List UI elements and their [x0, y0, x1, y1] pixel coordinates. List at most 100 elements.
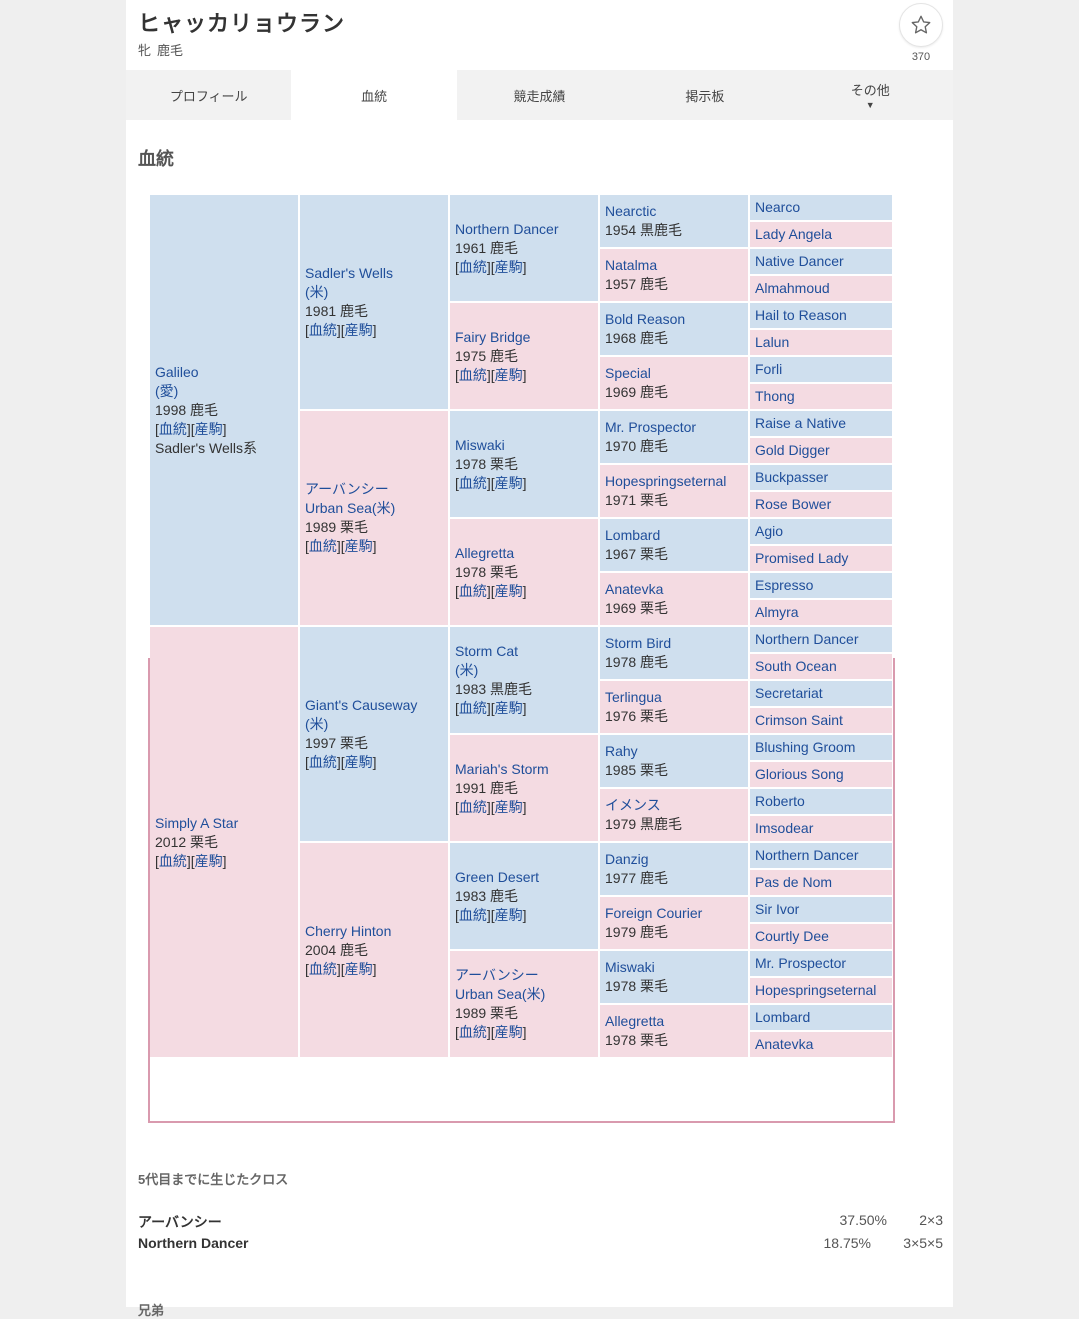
horse-name-link[interactable]: Anatevka — [605, 581, 664, 597]
horse-name-link[interactable]: Hail to Reason — [755, 307, 847, 323]
horse-name-link[interactable]: Northern Dancer — [455, 220, 559, 237]
offspring-link[interactable]: 産駒 — [344, 538, 373, 554]
horse-name-link[interactable]: Anatevka — [755, 1036, 814, 1052]
pedigree-link[interactable]: 血統 — [458, 798, 487, 815]
pedigree-link[interactable]: 血統 — [458, 1024, 487, 1040]
horse-name-link[interactable]: Almahmoud — [755, 280, 830, 296]
horse-name-link[interactable]: Promised Lady — [755, 550, 849, 566]
horse-name-link[interactable]: Giant's Causeway — [305, 697, 418, 713]
horse-name-link[interactable]: Crimson Saint — [755, 712, 843, 728]
horse-name-link[interactable]: Galileo — [155, 363, 199, 380]
horse-name-link[interactable]: Buckpasser — [755, 469, 829, 485]
offspring-link[interactable]: 産駒 — [494, 700, 523, 716]
horse-name-link[interactable]: Rahy — [605, 743, 638, 759]
horse-name-link[interactable]: South Ocean — [755, 658, 837, 674]
horse-name-link[interactable]: Hopespringseternal — [755, 982, 877, 998]
horse-name-link[interactable]: Simply A Star — [155, 814, 239, 831]
horse-name-link[interactable]: Lalun — [755, 334, 790, 350]
horse-name-link[interactable]: Mr. Prospector — [755, 955, 847, 971]
horse-origin[interactable]: (米) — [305, 284, 329, 300]
offspring-link[interactable]: 産駒 — [494, 582, 523, 599]
horse-origin[interactable]: (米) — [455, 662, 479, 678]
horse-origin[interactable]: (米) — [305, 716, 329, 732]
offspring-link[interactable]: 産駒 — [494, 474, 523, 491]
pedigree-link[interactable]: 血統 — [158, 852, 187, 869]
horse-name-link[interactable]: Imsodear — [755, 820, 814, 836]
offspring-link[interactable]: 産駒 — [494, 798, 523, 815]
tab-other[interactable]: その他 ▼ — [788, 70, 953, 120]
offspring-link[interactable]: 産駒 — [494, 258, 523, 275]
horse-name-link[interactable]: Sadler's Wells — [305, 265, 393, 281]
horse-name-link[interactable]: Nearctic — [605, 203, 657, 219]
horse-name-link[interactable]: Lombard — [605, 527, 661, 543]
tab-pedigree[interactable]: 血統 — [291, 70, 457, 120]
horse-name-link[interactable]: Miswaki — [455, 436, 505, 453]
horse-name-link[interactable]: Forli — [755, 361, 783, 377]
horse-name-link[interactable]: Gold Digger — [755, 442, 830, 458]
pedigree-link[interactable]: 血統 — [308, 960, 337, 977]
horse-name-link[interactable]: Lady Angela — [755, 226, 833, 242]
horse-name-jp-link[interactable]: アーバンシー — [305, 481, 389, 497]
pedigree-link[interactable]: 血統 — [308, 322, 337, 338]
pedigree-link[interactable]: 血統 — [458, 700, 487, 716]
offspring-link[interactable]: 産駒 — [344, 960, 373, 977]
horse-name-link[interactable]: Espresso — [755, 577, 814, 593]
horse-name-link[interactable]: Courtly Dee — [755, 928, 829, 944]
horse-name-link[interactable]: Native Dancer — [755, 253, 844, 269]
horse-name-link[interactable]: Cherry Hinton — [305, 922, 392, 939]
tab-profile[interactable]: プロフィール — [126, 70, 291, 120]
cross-name[interactable]: Northern Dancer — [138, 1235, 249, 1251]
horse-name-link[interactable]: Storm Cat — [455, 643, 519, 659]
horse-name-link[interactable]: Special — [605, 365, 651, 381]
pedigree-link[interactable]: 血統 — [308, 754, 337, 770]
horse-name-link[interactable]: イメンス — [605, 797, 661, 813]
offspring-link[interactable]: 産駒 — [344, 322, 373, 338]
offspring-link[interactable]: 産駒 — [494, 1024, 523, 1040]
pedigree-link[interactable]: 血統 — [458, 582, 487, 599]
cross-name[interactable]: アーバンシー — [138, 1214, 222, 1230]
horse-name-link[interactable]: Pas de Nom — [755, 874, 833, 890]
horse-name-link[interactable]: Allegretta — [605, 1013, 665, 1029]
horse-name-link[interactable]: Urban Sea(米) — [305, 500, 396, 516]
horse-name-link[interactable]: Northern Dancer — [755, 631, 859, 647]
horse-name-link[interactable]: Foreign Courier — [605, 905, 703, 921]
horse-name-link[interactable]: Thong — [755, 388, 795, 404]
pedigree-link[interactable]: 血統 — [458, 258, 487, 275]
horse-name-link[interactable]: Terlingua — [605, 689, 662, 705]
horse-name-link[interactable]: Natalma — [605, 257, 658, 273]
offspring-link[interactable]: 産駒 — [344, 754, 373, 770]
horse-name-link[interactable]: Lombard — [755, 1009, 811, 1025]
favorite-button[interactable] — [899, 3, 943, 47]
horse-name-link[interactable]: Urban Sea(米) — [455, 986, 546, 1002]
pedigree-link[interactable]: 血統 — [158, 420, 187, 437]
horse-name-link[interactable]: Storm Bird — [605, 635, 672, 651]
horse-name-link[interactable]: Almyra — [755, 604, 799, 620]
horse-name-link[interactable]: Sir Ivor — [755, 901, 800, 917]
horse-name-link[interactable]: Secretariat — [755, 685, 823, 701]
offspring-link[interactable]: 産駒 — [194, 420, 223, 437]
offspring-link[interactable]: 産駒 — [194, 852, 223, 869]
horse-name-link[interactable]: Glorious Song — [755, 766, 844, 782]
pedigree-link[interactable]: 血統 — [458, 366, 487, 383]
horse-name-link[interactable]: Hopespringseternal — [605, 473, 727, 489]
horse-name-link[interactable]: Danzig — [605, 851, 649, 867]
horse-name-link[interactable]: Agio — [755, 523, 784, 539]
offspring-link[interactable]: 産駒 — [494, 366, 523, 383]
horse-name-link[interactable]: Mariah's Storm — [455, 760, 549, 777]
horse-name-link[interactable]: Green Desert — [455, 868, 540, 885]
pedigree-link[interactable]: 血統 — [308, 538, 337, 554]
horse-name-link[interactable]: Rose Bower — [755, 496, 832, 512]
pedigree-link[interactable]: 血統 — [458, 474, 487, 491]
horse-name-link[interactable]: Raise a Native — [755, 415, 847, 431]
horse-name-link[interactable]: Mr. Prospector — [605, 419, 697, 435]
horse-name-link[interactable]: Northern Dancer — [755, 847, 859, 863]
tab-race-results[interactable]: 競走成績 — [457, 70, 622, 120]
horse-name-link[interactable]: Blushing Groom — [755, 739, 856, 755]
offspring-link[interactable]: 産駒 — [494, 906, 523, 923]
horse-name-link[interactable]: Fairy Bridge — [455, 328, 531, 345]
horse-name-link[interactable]: Nearco — [755, 199, 801, 215]
horse-origin[interactable]: (愛) — [155, 382, 179, 399]
horse-name-link[interactable]: Allegretta — [455, 544, 515, 561]
horse-name-link[interactable]: Bold Reason — [605, 311, 686, 327]
horse-name-link[interactable]: Miswaki — [605, 959, 655, 975]
